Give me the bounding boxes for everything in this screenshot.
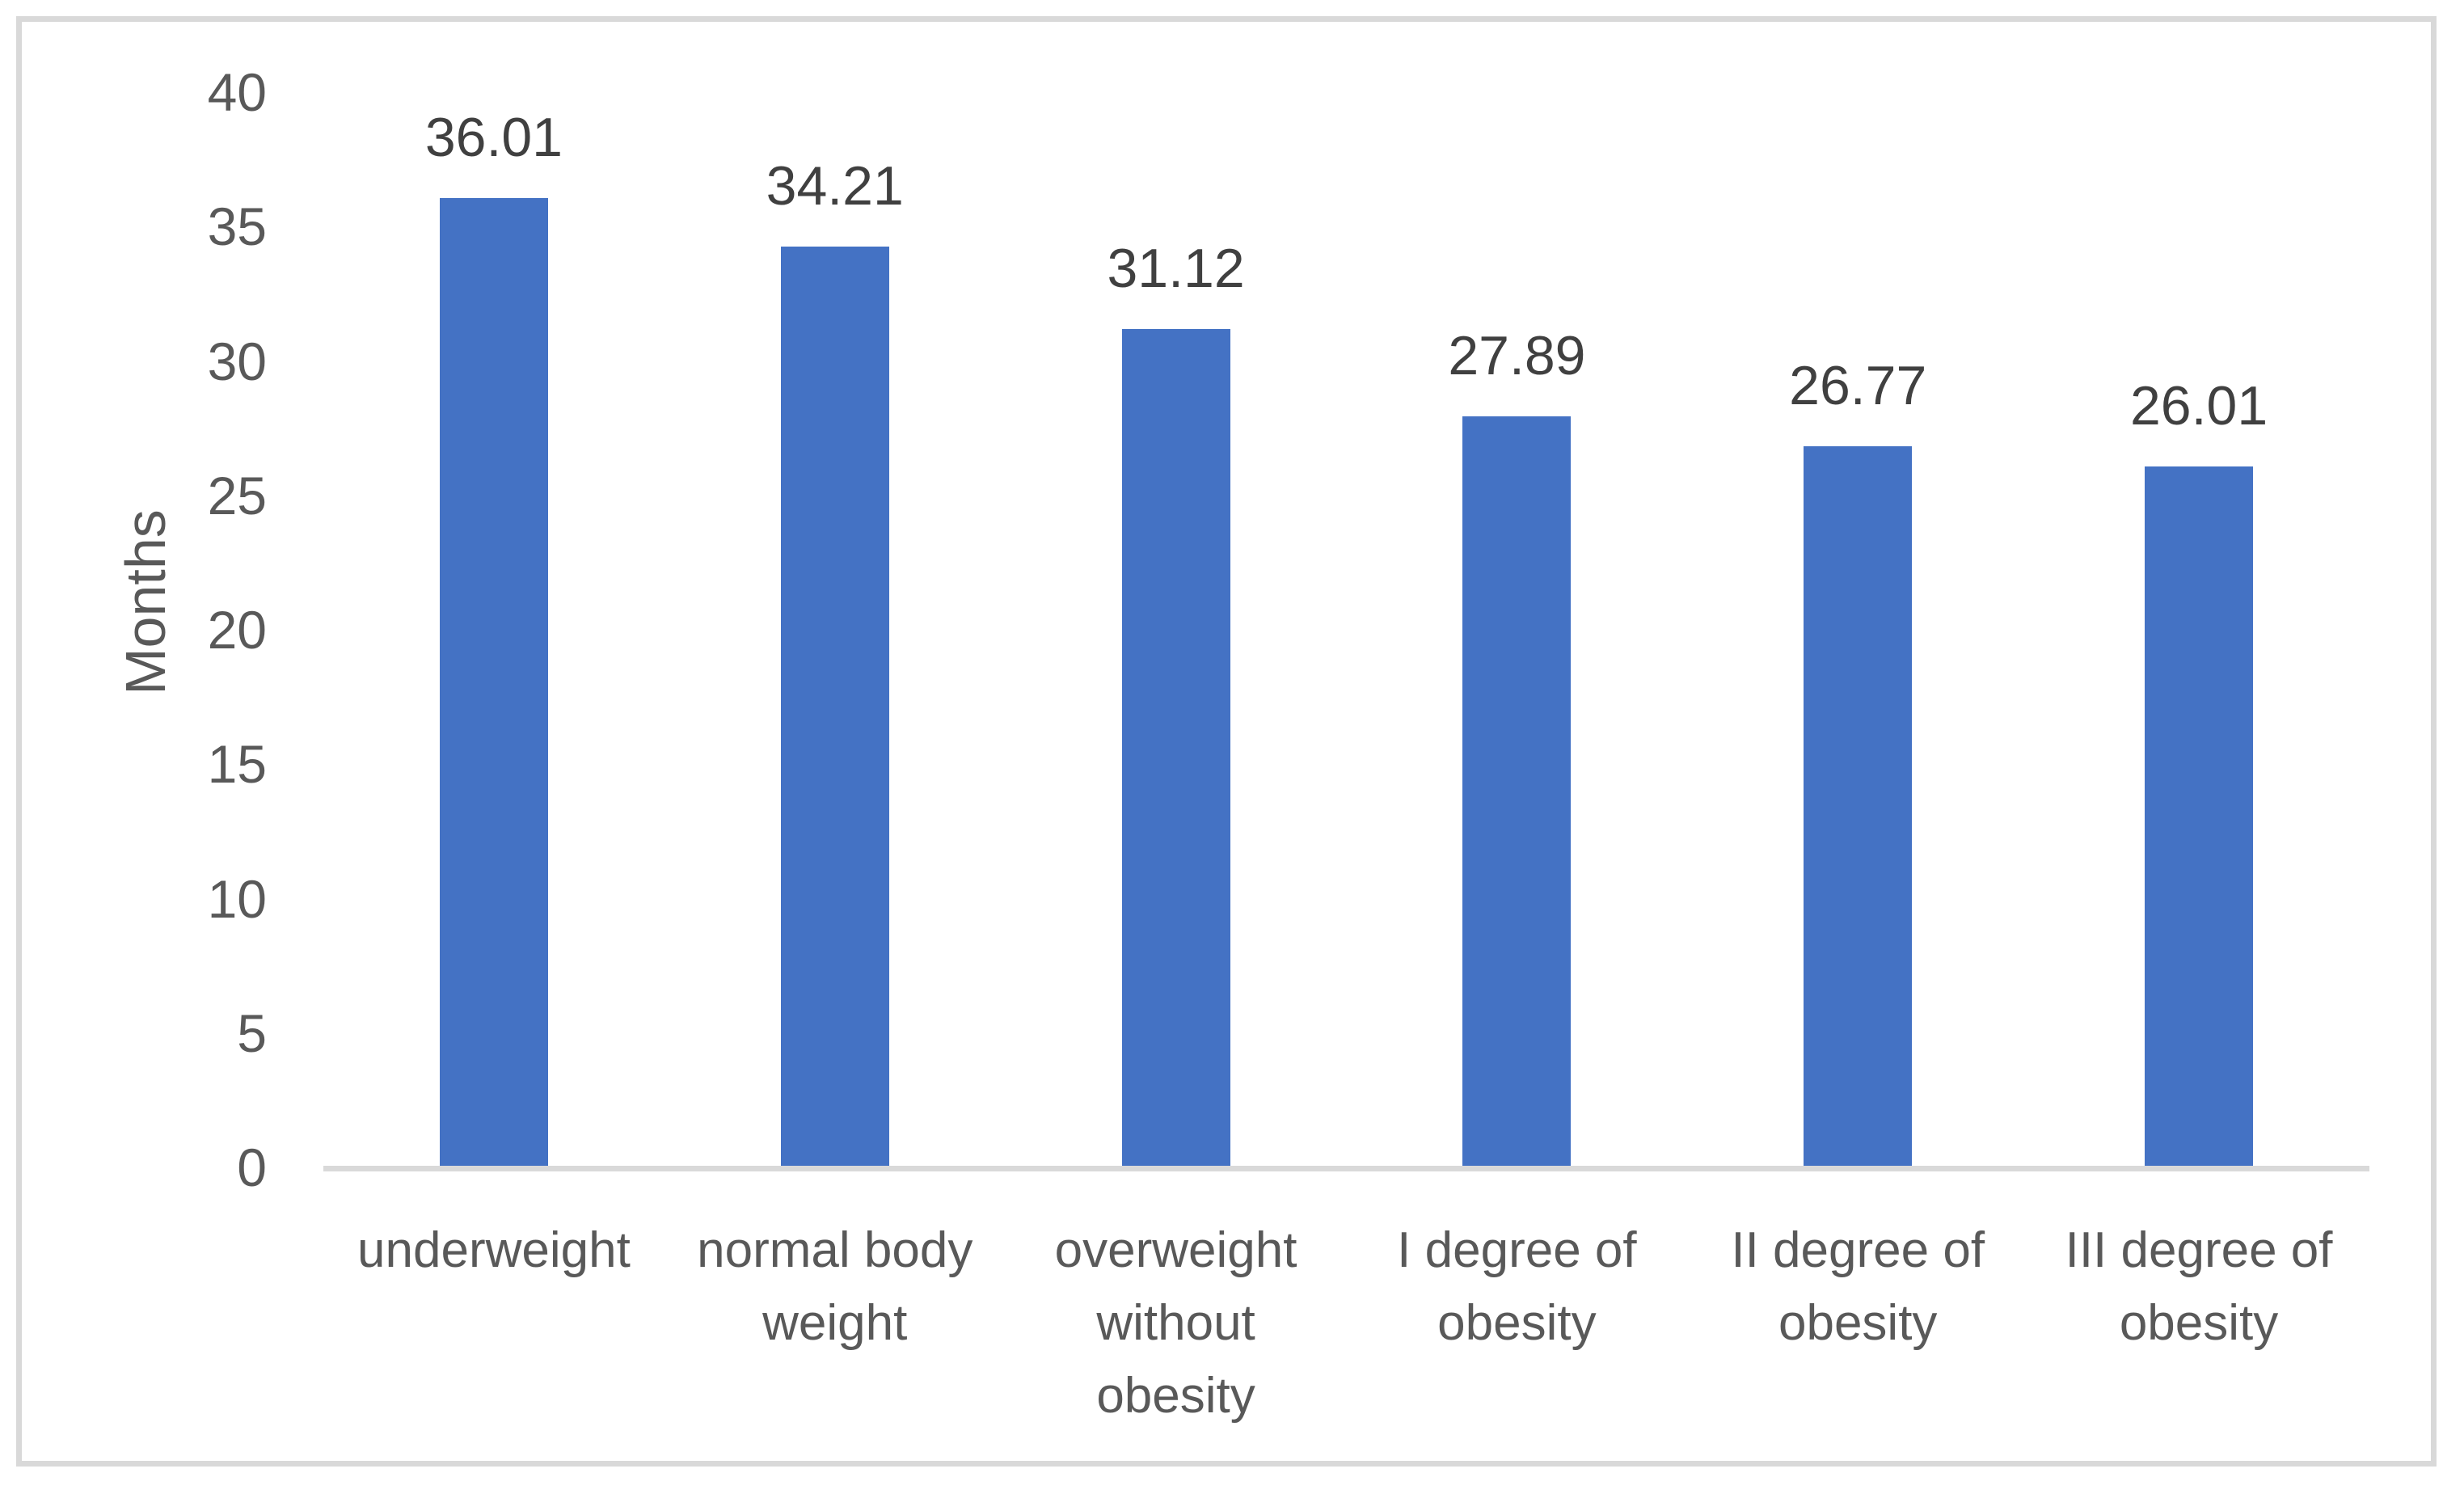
bar-slot: 27.89 [1346,91,1687,1166]
category-cell: underweight [323,1214,665,1433]
category-label: II degree of obesity [1731,1222,1985,1351]
category-label: III degree of obesity [2065,1222,2333,1351]
bar [1462,416,1572,1166]
bar [2145,466,2254,1166]
data-label: 34.21 [766,154,904,217]
x-axis-category-labels: underweight normal body weight overweight … [323,1214,2369,1433]
bar-slot: 31.12 [1006,91,1347,1166]
bar-slot: 26.01 [2028,91,2369,1166]
y-tick-label: 0 [237,1137,267,1197]
category-cell: I degree of obesity [1346,1214,1687,1433]
bar-slot: 34.21 [665,91,1006,1166]
category-cell: normal body weight [665,1214,1006,1433]
category-cell: overweight without obesity [1006,1214,1347,1433]
y-tick-label: 40 [207,62,267,122]
y-tick-label: 25 [207,465,267,525]
category-label: I degree of obesity [1397,1222,1637,1351]
bar-slot: 36.01 [323,91,665,1166]
category-label: normal body weight [697,1222,973,1351]
data-label: 26.77 [1789,354,1927,416]
chart-frame: Months 0 5 10 15 20 25 30 35 40 36.01 34.21 31.12 2… [16,16,2437,1467]
data-label: 36.01 [424,106,563,168]
bar [439,197,548,1166]
y-tick-label: 30 [207,331,267,391]
plot-area: 36.01 34.21 31.12 27.89 26.77 26.01 [323,91,2369,1166]
y-tick-label: 10 [207,868,267,929]
y-tick-label: 5 [237,1002,267,1063]
category-cell: III degree of obesity [2028,1214,2369,1433]
category-cell: II degree of obesity [1687,1214,2028,1433]
bar [1804,445,1913,1166]
category-label: underweight [357,1222,631,1278]
bar [780,246,889,1166]
bar-slot: 26.77 [1687,91,2028,1166]
data-label: 26.01 [2129,375,2268,437]
data-label: 27.89 [1448,324,1586,386]
category-label: overweight without obesity [1054,1222,1297,1424]
y-tick-label: 20 [207,600,267,660]
data-label: 31.12 [1107,238,1245,300]
y-tick-label: 15 [207,734,267,795]
y-tick-label: 35 [207,196,267,257]
bar [1121,329,1230,1166]
x-axis-line [323,1166,2369,1171]
